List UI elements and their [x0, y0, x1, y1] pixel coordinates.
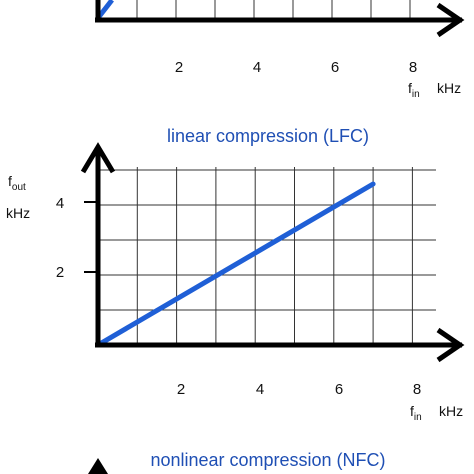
top-panel: 2 4 6 8 fin kHz [95, 0, 465, 100]
lfc-y-tick-label: 4 [56, 195, 64, 212]
lfc-y-axis-label: fout [8, 173, 26, 193]
lfc-panel-title: linear compression (LFC) [167, 126, 369, 146]
lfc-x-axis-unit: kHz [439, 403, 463, 419]
lfc-y-tick-label: 2 [56, 264, 64, 281]
lfc-panel: linear compression (LFC) 2 4 fout kHz 2 … [6, 126, 465, 423]
lfc-x-tick-label: 6 [335, 381, 343, 398]
top-tick-label: 4 [253, 59, 261, 76]
lfc-y-axis-unit: kHz [6, 205, 30, 221]
lfc-x-axis-label: fin [410, 403, 422, 423]
nfc-y-arrow [88, 458, 108, 474]
top-tick-label: 6 [331, 59, 339, 76]
top-tick-label: 8 [409, 59, 417, 76]
lfc-panel-grid [98, 167, 436, 345]
nfc-panel: nonlinear compression (NFC) [88, 450, 386, 474]
top-panel-x-arrow [436, 2, 465, 38]
top-tick-label: 2 [175, 59, 183, 76]
lfc-series-line [95, 181, 376, 348]
lfc-y-arrow [80, 142, 116, 174]
top-panel-grid [136, 0, 411, 20]
lfc-x-tick-label: 4 [256, 381, 264, 398]
lfc-x-tick-label: 2 [177, 381, 185, 398]
top-x-axis-unit: kHz [437, 80, 461, 96]
lfc-x-tick-label: 8 [413, 381, 421, 398]
lfc-x-arrow [436, 327, 465, 363]
nfc-panel-title: nonlinear compression (NFC) [150, 450, 385, 470]
top-x-axis-label: fin [408, 80, 420, 100]
